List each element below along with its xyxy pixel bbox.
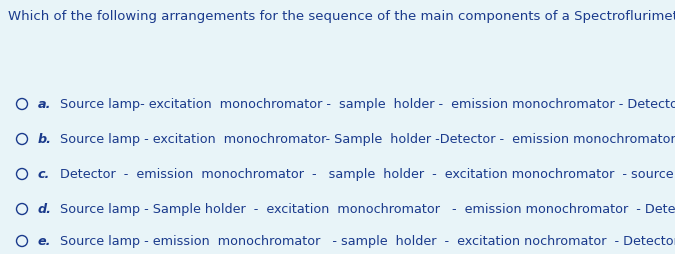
Text: Source lamp - emission  monochromator   - sample  holder  -  excitation nochroma: Source lamp - emission monochromator - s… [60, 235, 675, 248]
Text: Source lamp - Sample holder  -  excitation  monochromator   -  emission monochro: Source lamp - Sample holder - excitation… [60, 203, 675, 216]
Text: e.: e. [38, 235, 51, 248]
Text: b.: b. [38, 133, 52, 146]
Text: Which of the following arrangements for the sequence of the main components of a: Which of the following arrangements for … [8, 10, 675, 23]
Text: a.: a. [38, 98, 51, 111]
Text: c.: c. [38, 168, 51, 181]
Text: d.: d. [38, 203, 52, 216]
Text: Source lamp- excitation  monochromator -  sample  holder -  emission monochromat: Source lamp- excitation monochromator - … [60, 98, 675, 111]
Text: Detector  -  emission  monochromator  -   sample  holder  -  excitation monochro: Detector - emission monochromator - samp… [60, 168, 675, 181]
Text: Source lamp - excitation  monochromator- Sample  holder -Detector -  emission mo: Source lamp - excitation monochromator- … [60, 133, 675, 146]
